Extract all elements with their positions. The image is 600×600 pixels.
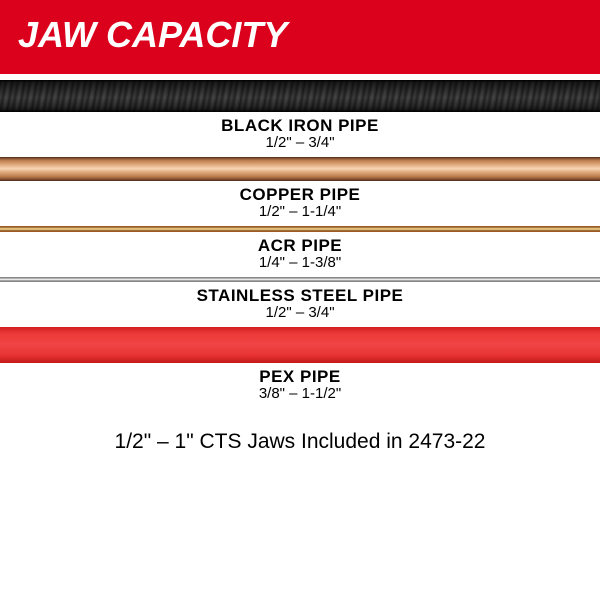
pipe-name: STAINLESS STEEL PIPE <box>0 286 600 306</box>
pipe-bar-stainless <box>0 277 600 282</box>
pipe-item-pex: PEX PIPE 3/8" – 1-1/2" <box>0 327 600 408</box>
pipe-item-copper: COPPER PIPE 1/2" – 1-1/4" <box>0 157 600 226</box>
pipe-name: PEX PIPE <box>0 367 600 387</box>
header-title: JAW CAPACITY <box>18 14 582 56</box>
pipe-range: 1/4" – 1-3/8" <box>0 254 600 271</box>
pipe-range: 1/2" – 1-1/4" <box>0 203 600 220</box>
pipe-bar-black-iron <box>0 80 600 112</box>
pipe-list: BLACK IRON PIPE 1/2" – 3/4" COPPER PIPE … <box>0 74 600 408</box>
pipe-name: COPPER PIPE <box>0 185 600 205</box>
pipe-range: 1/2" – 3/4" <box>0 134 600 151</box>
pipe-bar-acr <box>0 226 600 232</box>
pipe-item-acr: ACR PIPE 1/4" – 1-3/8" <box>0 226 600 277</box>
footer-note: 1/2" – 1" CTS Jaws Included in 2473-22 <box>0 408 600 454</box>
pipe-range: 1/2" – 3/4" <box>0 304 600 321</box>
pipe-bar-pex <box>0 327 600 363</box>
pipe-item-black-iron: BLACK IRON PIPE 1/2" – 3/4" <box>0 80 600 157</box>
pipe-item-stainless: STAINLESS STEEL PIPE 1/2" – 3/4" <box>0 277 600 327</box>
pipe-name: BLACK IRON PIPE <box>0 116 600 136</box>
pipe-name: ACR PIPE <box>0 236 600 256</box>
pipe-range: 3/8" – 1-1/2" <box>0 385 600 402</box>
header-banner: JAW CAPACITY <box>0 0 600 74</box>
pipe-bar-copper <box>0 157 600 181</box>
